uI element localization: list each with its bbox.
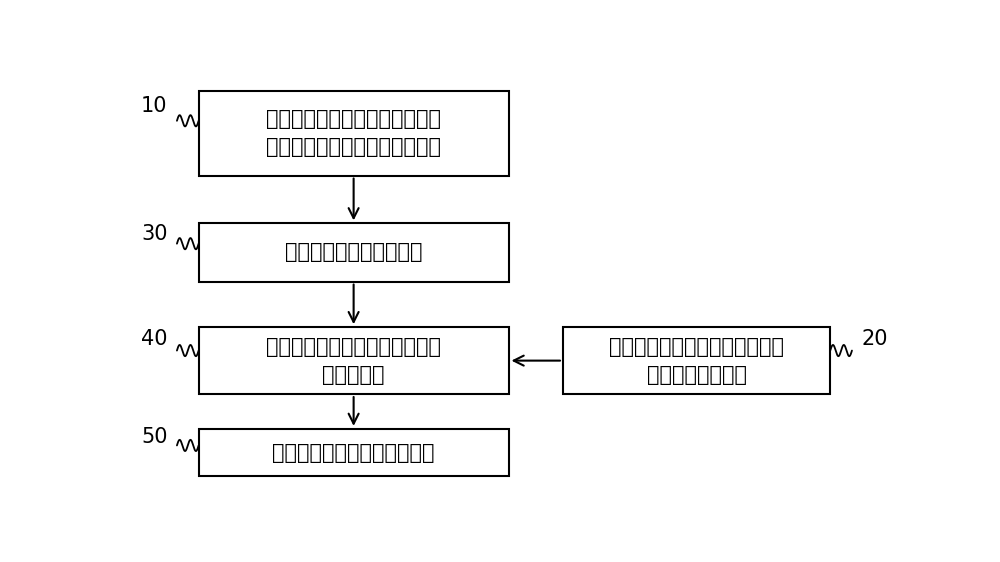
Text: 除去第一混合液中的水分: 除去第一混合液中的水分 (285, 242, 422, 262)
Text: 将第二混合液与除去水分的第一
混合液混合: 将第二混合液与除去水分的第一 混合液混合 (266, 337, 441, 384)
Bar (199, 223, 509, 282)
Text: 40: 40 (141, 329, 168, 349)
Text: 配制含有醋酸氟轻松以及二甲基
亚砜的第二混溶液: 配制含有醋酸氟轻松以及二甲基 亚砜的第二混溶液 (609, 337, 784, 384)
Text: 20: 20 (861, 329, 888, 349)
Text: 10: 10 (141, 97, 168, 116)
Bar (199, 91, 509, 175)
Text: 50: 50 (141, 427, 168, 447)
Text: 30: 30 (141, 224, 168, 244)
Bar (199, 429, 509, 477)
Text: 配制含有乙醇、水杨酸、甘油、
间苯二酚以及冰片的第一混合液: 配制含有乙醇、水杨酸、甘油、 间苯二酚以及冰片的第一混合液 (266, 110, 441, 157)
Bar (563, 327, 830, 394)
Text: 用适量无水乙醇调整至规定量: 用适量无水乙醇调整至规定量 (272, 443, 435, 463)
Bar (199, 327, 509, 394)
